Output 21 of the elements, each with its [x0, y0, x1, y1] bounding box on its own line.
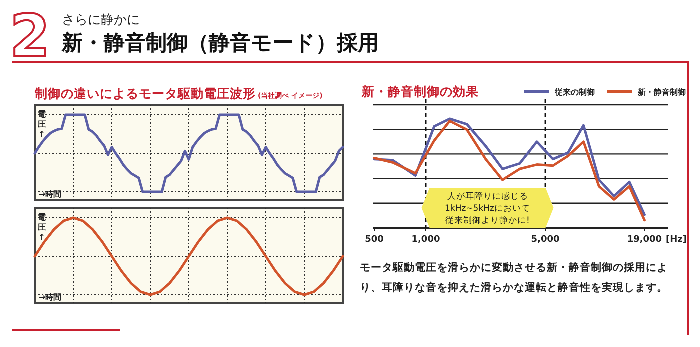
x-axis-title: [Hz] — [666, 235, 687, 245]
x-tick-label: 5,000 — [531, 235, 560, 245]
text: モータ駆動電圧を滑らかに変動させる新・静音制御の採用により、耳障りな音を抑えた滑らかな運転と静音性を実現します。 — [360, 260, 669, 296]
annotation: 人が耳障りに感じる — [447, 191, 528, 202]
x-axis-title: →時間 — [39, 190, 62, 199]
x-axis-title: →時間 — [39, 293, 62, 302]
x-tick-label: 19,000 — [627, 235, 662, 245]
text: 2 — [10, 2, 50, 70]
x-tick-label: 500 — [365, 235, 384, 245]
text: さらに静かに — [62, 13, 140, 28]
y-axis-title: 電圧↑ — [37, 110, 46, 139]
y-axis-title: 電圧↑ — [37, 213, 46, 242]
annotation: 1kHz~5kHzにおいて — [445, 204, 531, 214]
legend-label: 従来の制御 — [554, 88, 595, 97]
x-tick-label: 1,000 — [412, 235, 440, 245]
text: 新・静音制御（静音モード）採用 — [61, 31, 379, 55]
annotation-box: 人が耳障りに感じる 1kHz~5kHzにおいて 従来制御より静かに! — [422, 188, 554, 228]
chart-title: 制御の違いによるモータ駆動電圧波形 — [34, 86, 256, 101]
legend-label: 新・静音制御 — [637, 87, 686, 97]
chart-title: 新・静音制御の効果 — [361, 84, 480, 99]
annotation: 従来制御より静かに! — [446, 215, 530, 226]
